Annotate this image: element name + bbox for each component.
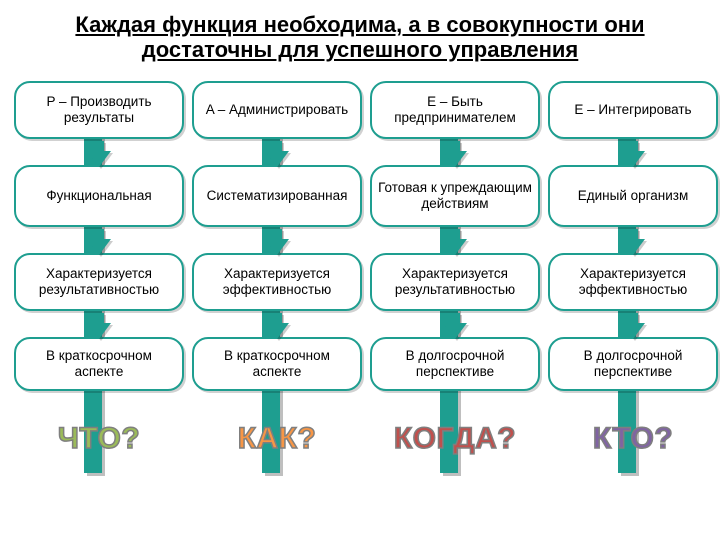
question-c1: КАК? [192, 417, 362, 461]
diagram-grid: P – Производить результаты Функциональная… [14, 73, 706, 533]
cell-c1-r3: В краткосрочном аспекте [192, 337, 362, 391]
cell-c2-r1: Готовая к упреждающим действиям [370, 165, 540, 227]
question-c2: КОГДА? [370, 417, 540, 461]
arrow-c3-r1 [621, 151, 645, 167]
cell-c2-r3: В долгосрочной перспективе [370, 337, 540, 391]
question-c0: ЧТО? [14, 417, 184, 461]
arrow-c2-r1 [443, 151, 467, 167]
arrow-c2-r2 [443, 239, 467, 255]
cell-c3-r2: Характеризуется эффективностью [548, 253, 718, 311]
arrow-c1-r1 [265, 151, 289, 167]
arrow-c1-r3 [265, 323, 289, 339]
cell-c3-r1: Единый организм [548, 165, 718, 227]
arrow-c3-r3 [621, 323, 645, 339]
cell-c0-r3: В краткосрочном аспекте [14, 337, 184, 391]
header-cell-c2-r0: E – Быть предпринимателем [370, 81, 540, 139]
cell-c0-r1: Функциональная [14, 165, 184, 227]
cell-c1-r1: Систематизиро­ванная [192, 165, 362, 227]
arrow-c0-r2 [87, 239, 111, 255]
header-cell-c1-r0: A – Администри­ровать [192, 81, 362, 139]
arrow-c0-r3 [87, 323, 111, 339]
cell-c0-r2: Характеризуется результативностью [14, 253, 184, 311]
diagram-title: Каждая функция необходима, а в совокупно… [40, 12, 680, 63]
question-c3: КТО? [548, 417, 718, 461]
header-cell-c0-r0: P – Производить результаты [14, 81, 184, 139]
cell-c3-r3: В долгосрочной перспективе [548, 337, 718, 391]
cell-c2-r2: Характеризуется результативностью [370, 253, 540, 311]
header-cell-c3-r0: E – Интегрировать [548, 81, 718, 139]
arrow-c2-r3 [443, 323, 467, 339]
arrow-c0-r1 [87, 151, 111, 167]
cell-c1-r2: Характеризуется эффективностью [192, 253, 362, 311]
arrow-c3-r2 [621, 239, 645, 255]
arrow-c1-r2 [265, 239, 289, 255]
